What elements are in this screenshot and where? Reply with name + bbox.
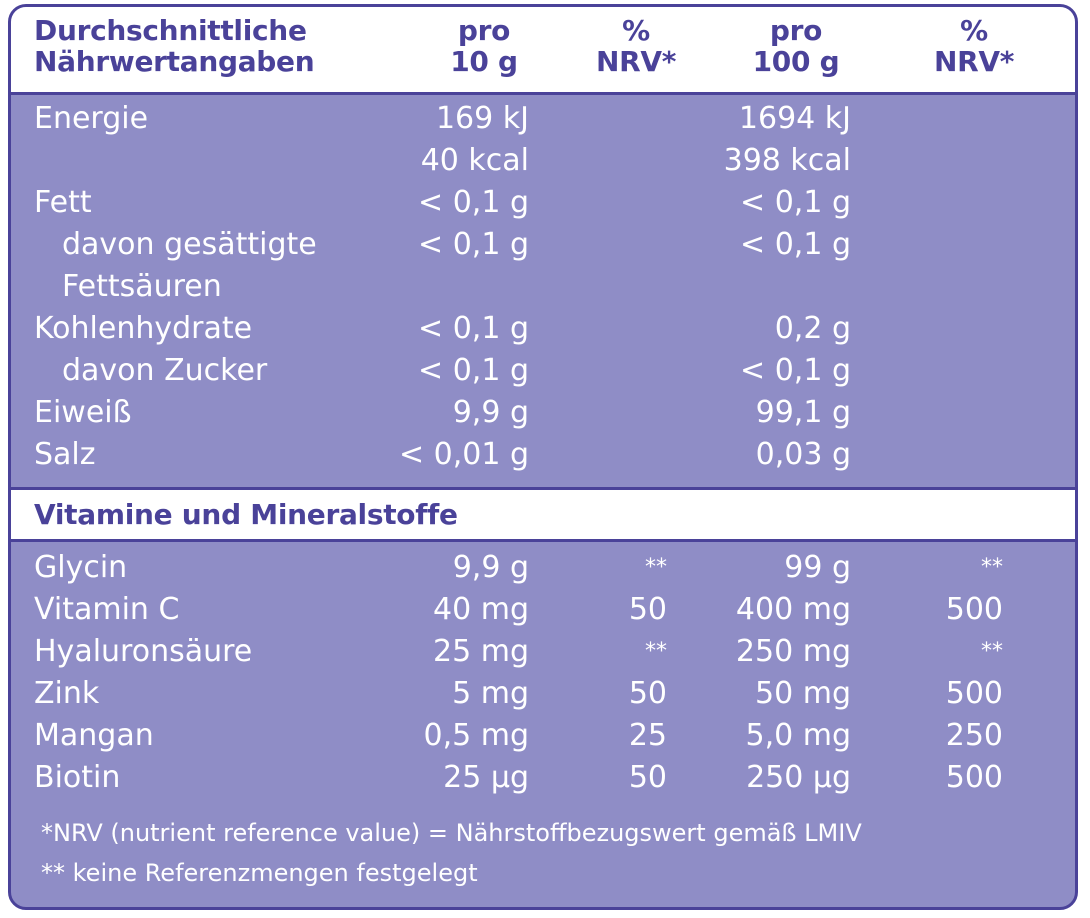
header-per10-line1: pro	[457, 14, 511, 47]
value-per10: < 0,1 g	[418, 311, 529, 346]
value-nrv10: 50	[628, 592, 667, 627]
header-title-line2: Nährwertangaben	[34, 45, 315, 78]
table-header: Durchschnittliche Nährwertangaben pro 10…	[11, 7, 1075, 95]
footnote-nrv: *NRV (nutrient reference value) = Nährst…	[41, 819, 862, 847]
table-row: Kohlenhydrate < 0,1 g 0,2 g	[11, 308, 1075, 350]
footnote-stars: ** keine Referenzmengen festgelegt	[41, 859, 478, 887]
value-per100: 250 mg	[735, 634, 851, 669]
header-nrv100: % NRV*	[909, 15, 1039, 77]
value-per10: 0,5 mg	[423, 718, 529, 753]
value-nrv10: 50	[628, 760, 667, 795]
value-per10: < 0,1 g	[418, 185, 529, 220]
row-label: Energie	[34, 101, 149, 136]
header-per100-line2: 100 g	[752, 45, 840, 78]
value-per10: < 0,1 g	[418, 227, 529, 262]
header-per100: pro 100 g	[731, 15, 861, 77]
header-nrv10: % NRV*	[571, 15, 701, 77]
table-row: Eiweiß 9,9 g 99,1 g	[11, 392, 1075, 434]
value-nrv10: **	[645, 555, 667, 580]
value-per100: < 0,1 g	[740, 227, 851, 262]
table-row: Hyaluronsäure 25 mg ** 250 mg **	[11, 631, 1075, 673]
table-row: 40 kcal 398 kcal	[11, 140, 1075, 182]
table-row: Biotin 25 µg 50 250 µg 500	[11, 757, 1075, 799]
section-header: Vitamine und Mineralstoffe	[11, 487, 1075, 542]
header-nrv10-line1: %	[622, 14, 650, 47]
header-title: Durchschnittliche Nährwertangaben	[34, 14, 315, 78]
row-label: Biotin	[34, 760, 121, 795]
row-label: Zink	[34, 676, 100, 711]
table-row: Salz < 0,01 g 0,03 g	[11, 434, 1075, 476]
value-per100: 5,0 mg	[745, 718, 851, 753]
table-row: Fett < 0,1 g < 0,1 g	[11, 182, 1075, 224]
header-nrv100-line2: NRV*	[933, 45, 1015, 78]
value-per100: 1694 kJ	[738, 101, 851, 136]
value-nrv100: **	[981, 639, 1003, 664]
value-per10: 25 mg	[433, 634, 529, 669]
row-label: davon gesättigte	[62, 227, 317, 262]
row-label: Hyaluronsäure	[34, 634, 253, 669]
value-per100: 0,2 g	[774, 311, 851, 346]
row-label: Glycin	[34, 550, 128, 585]
row-label: Eiweiß	[34, 395, 132, 430]
value-per10: 9,9 g	[452, 550, 529, 585]
row-label: davon Zucker	[62, 353, 268, 388]
section-title: Vitamine und Mineralstoffe	[34, 498, 458, 531]
value-per10: 5 mg	[452, 676, 529, 711]
value-nrv100: 500	[945, 676, 1003, 711]
row-label: Vitamin C	[34, 592, 180, 627]
header-nrv100-line1: %	[960, 14, 988, 47]
header-per100-line1: pro	[769, 14, 823, 47]
table-row: davon gesättigte < 0,1 g < 0,1 g	[11, 224, 1075, 266]
table-row: Zink 5 mg 50 50 mg 500	[11, 673, 1075, 715]
table-row: Mangan 0,5 mg 25 5,0 mg 250	[11, 715, 1075, 757]
value-per10: 169 kJ	[435, 101, 529, 136]
row-label: Fett	[34, 185, 92, 220]
value-per10: 25 µg	[443, 760, 529, 795]
value-per10: 40 kcal	[420, 143, 529, 178]
value-per100: < 0,1 g	[740, 353, 851, 388]
value-nrv10: **	[645, 639, 667, 664]
table-row: Fettsäuren	[11, 266, 1075, 308]
value-nrv100: **	[981, 555, 1003, 580]
value-per100: 0,03 g	[755, 437, 851, 472]
row-label: Kohlenhydrate	[34, 311, 253, 346]
header-per10-line2: 10 g	[450, 45, 518, 78]
value-per100: 400 mg	[735, 592, 851, 627]
value-per10: < 0,1 g	[418, 353, 529, 388]
value-nrv100: 250	[945, 718, 1003, 753]
nutrition-table: Durchschnittliche Nährwertangaben pro 10…	[8, 4, 1078, 910]
table-row: Vitamin C 40 mg 50 400 mg 500	[11, 589, 1075, 631]
value-nrv10: 25	[628, 718, 667, 753]
table-row: davon Zucker < 0,1 g < 0,1 g	[11, 350, 1075, 392]
value-per100: 50 mg	[755, 676, 851, 711]
value-per100: 99,1 g	[755, 395, 851, 430]
value-nrv100: 500	[945, 592, 1003, 627]
row-label: Fettsäuren	[62, 269, 222, 304]
table-row: Energie 169 kJ 1694 kJ	[11, 98, 1075, 140]
row-label: Salz	[34, 437, 96, 472]
header-nrv10-line2: NRV*	[595, 45, 677, 78]
value-per100: 250 µg	[746, 760, 851, 795]
header-per10: pro 10 g	[419, 15, 549, 77]
value-per100: 398 kcal	[723, 143, 851, 178]
value-per100: < 0,1 g	[740, 185, 851, 220]
value-nrv100: 500	[945, 760, 1003, 795]
value-per10: 40 mg	[433, 592, 529, 627]
value-nrv10: 50	[628, 676, 667, 711]
value-per10: 9,9 g	[452, 395, 529, 430]
row-label: Mangan	[34, 718, 154, 753]
value-per10: < 0,01 g	[398, 437, 529, 472]
table-row: Glycin 9,9 g ** 99 g **	[11, 547, 1075, 589]
value-per100: 99 g	[784, 550, 851, 585]
header-title-line1: Durchschnittliche	[34, 14, 307, 47]
